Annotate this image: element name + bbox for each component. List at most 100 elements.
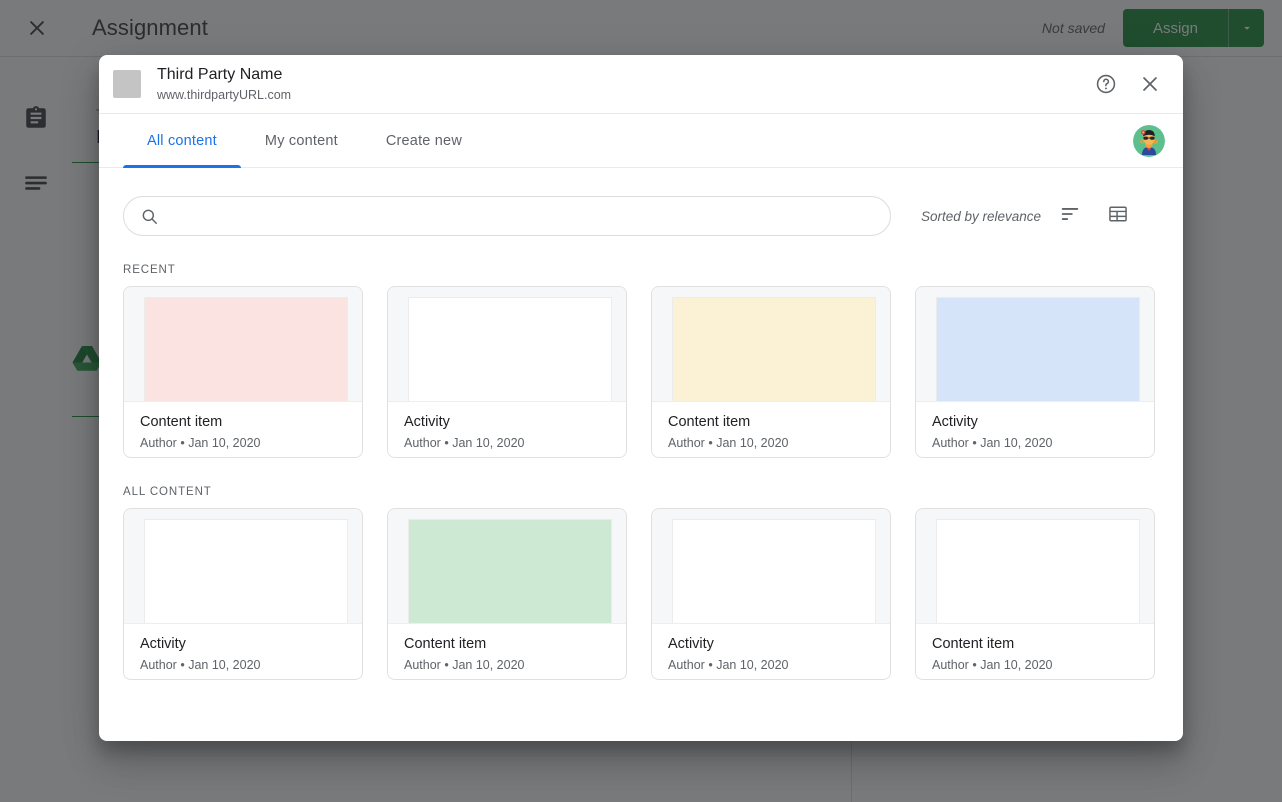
card-meta: Content item Author • Jan 10, 2020 <box>916 623 1154 679</box>
card-title: Activity <box>404 414 450 430</box>
card-author: Author <box>932 658 969 672</box>
avatar[interactable] <box>1133 124 1165 157</box>
search-icon <box>140 207 159 226</box>
card-thumbnail <box>388 287 626 401</box>
tab-all-content[interactable]: All content <box>123 114 241 168</box>
card-date: Jan 10, 2020 <box>188 436 261 450</box>
dialog-header-actions <box>1091 69 1165 99</box>
card-meta: Activity Author • Jan 10, 2020 <box>388 401 626 457</box>
thumbnail-image <box>408 297 612 401</box>
card-separator: • <box>180 436 185 450</box>
card-title: Activity <box>140 636 186 652</box>
card-title: Content item <box>404 636 487 652</box>
card-title: Content item <box>932 636 1015 652</box>
card-separator: • <box>972 658 977 672</box>
card-thumbnail <box>916 287 1154 401</box>
card-title: Content item <box>140 414 223 430</box>
card-subtitle: Author • Jan 10, 2020 <box>404 434 610 452</box>
card-author: Author <box>140 436 177 450</box>
card-subtitle: Author • Jan 10, 2020 <box>932 434 1138 452</box>
content-card[interactable]: Activity Author • Jan 10, 2020 <box>915 286 1155 458</box>
thumbnail-image <box>408 519 612 623</box>
thumbnail-image <box>672 519 876 623</box>
app-logo-placeholder <box>113 70 141 98</box>
content-card[interactable]: Activity Author • Jan 10, 2020 <box>123 508 363 680</box>
card-separator: • <box>708 658 713 672</box>
content-card[interactable]: Content item Author • Jan 10, 2020 <box>651 286 891 458</box>
tab-my-content[interactable]: My content <box>241 114 362 167</box>
dialog-app-url: www.thirdpartyURL.com <box>157 87 292 102</box>
section-label-all-content: ALL CONTENT <box>123 486 212 498</box>
content-card[interactable]: Content item Author • Jan 10, 2020 <box>387 508 627 680</box>
grid-view-icon[interactable] <box>1107 203 1129 230</box>
card-author: Author <box>404 658 441 672</box>
card-thumbnail <box>652 509 890 623</box>
thumbnail-image <box>936 519 1140 623</box>
sort-icon[interactable] <box>1059 203 1081 230</box>
search-input[interactable] <box>169 208 874 224</box>
content-card[interactable]: Activity Author • Jan 10, 2020 <box>387 286 627 458</box>
card-author: Author <box>668 658 705 672</box>
card-subtitle: Author • Jan 10, 2020 <box>140 434 346 452</box>
card-grid-all-content: Activity Author • Jan 10, 2020 Content i… <box>123 508 1159 680</box>
content-card[interactable]: Content item Author • Jan 10, 2020 <box>915 508 1155 680</box>
card-thumbnail <box>124 509 362 623</box>
view-controls <box>1059 203 1129 230</box>
card-separator: • <box>180 658 185 672</box>
card-subtitle: Author • Jan 10, 2020 <box>668 656 874 674</box>
third-party-picker-dialog: Third Party Name www.thirdpartyURL.com <box>99 55 1183 741</box>
card-grid-recent: Content item Author • Jan 10, 2020 Activ… <box>123 286 1159 458</box>
thumbnail-image <box>144 297 348 401</box>
card-separator: • <box>708 436 713 450</box>
dialog-title-block: Third Party Name www.thirdpartyURL.com <box>157 65 291 104</box>
card-author: Author <box>404 436 441 450</box>
close-icon[interactable] <box>1135 69 1165 99</box>
card-meta: Content item Author • Jan 10, 2020 <box>388 623 626 679</box>
sort-status-label: Sorted by relevance <box>921 208 1042 224</box>
card-date: Jan 10, 2020 <box>980 658 1053 672</box>
card-separator: • <box>444 658 449 672</box>
card-date: Jan 10, 2020 <box>716 658 789 672</box>
card-meta: Activity Author • Jan 10, 2020 <box>124 623 362 679</box>
dialog-body: Sorted by relevance <box>99 168 1183 741</box>
card-meta: Content item Author • Jan 10, 2020 <box>652 401 890 457</box>
card-subtitle: Author • Jan 10, 2020 <box>404 656 610 674</box>
tab-list: All content My content Create new <box>123 114 486 168</box>
card-meta: Activity Author • Jan 10, 2020 <box>916 401 1154 457</box>
card-meta: Activity Author • Jan 10, 2020 <box>652 623 890 679</box>
dialog-header: Third Party Name www.thirdpartyURL.com <box>99 55 1183 114</box>
card-title: Activity <box>668 636 714 652</box>
card-thumbnail <box>652 287 890 401</box>
card-separator: • <box>972 436 977 450</box>
card-author: Author <box>932 436 969 450</box>
card-date: Jan 10, 2020 <box>188 658 261 672</box>
search-box[interactable] <box>123 196 891 236</box>
card-meta: Content item Author • Jan 10, 2020 <box>124 401 362 457</box>
card-date: Jan 10, 2020 <box>452 658 525 672</box>
card-author: Author <box>140 658 177 672</box>
search-toolbar: Sorted by relevance <box>123 196 1159 236</box>
card-author: Author <box>668 436 705 450</box>
content-card[interactable]: Content item Author • Jan 10, 2020 <box>123 286 363 458</box>
thumbnail-image <box>144 519 348 623</box>
card-thumbnail <box>916 509 1154 623</box>
card-title: Activity <box>932 414 978 430</box>
dialog-tabs: All content My content Create new <box>99 114 1183 168</box>
card-thumbnail <box>124 287 362 401</box>
thumbnail-image <box>672 297 876 401</box>
section-label-recent: RECENT <box>123 264 176 276</box>
card-date: Jan 10, 2020 <box>980 436 1053 450</box>
card-separator: • <box>444 436 449 450</box>
thumbnail-image <box>936 297 1140 401</box>
card-date: Jan 10, 2020 <box>716 436 789 450</box>
card-title: Content item <box>668 414 751 430</box>
dialog-app-name: Third Party Name <box>157 65 283 83</box>
card-thumbnail <box>388 509 626 623</box>
card-subtitle: Author • Jan 10, 2020 <box>140 656 346 674</box>
help-circle-icon[interactable] <box>1091 69 1121 99</box>
content-card[interactable]: Activity Author • Jan 10, 2020 <box>651 508 891 680</box>
tab-create-new[interactable]: Create new <box>362 114 486 167</box>
card-subtitle: Author • Jan 10, 2020 <box>668 434 874 452</box>
card-subtitle: Author • Jan 10, 2020 <box>932 656 1138 674</box>
